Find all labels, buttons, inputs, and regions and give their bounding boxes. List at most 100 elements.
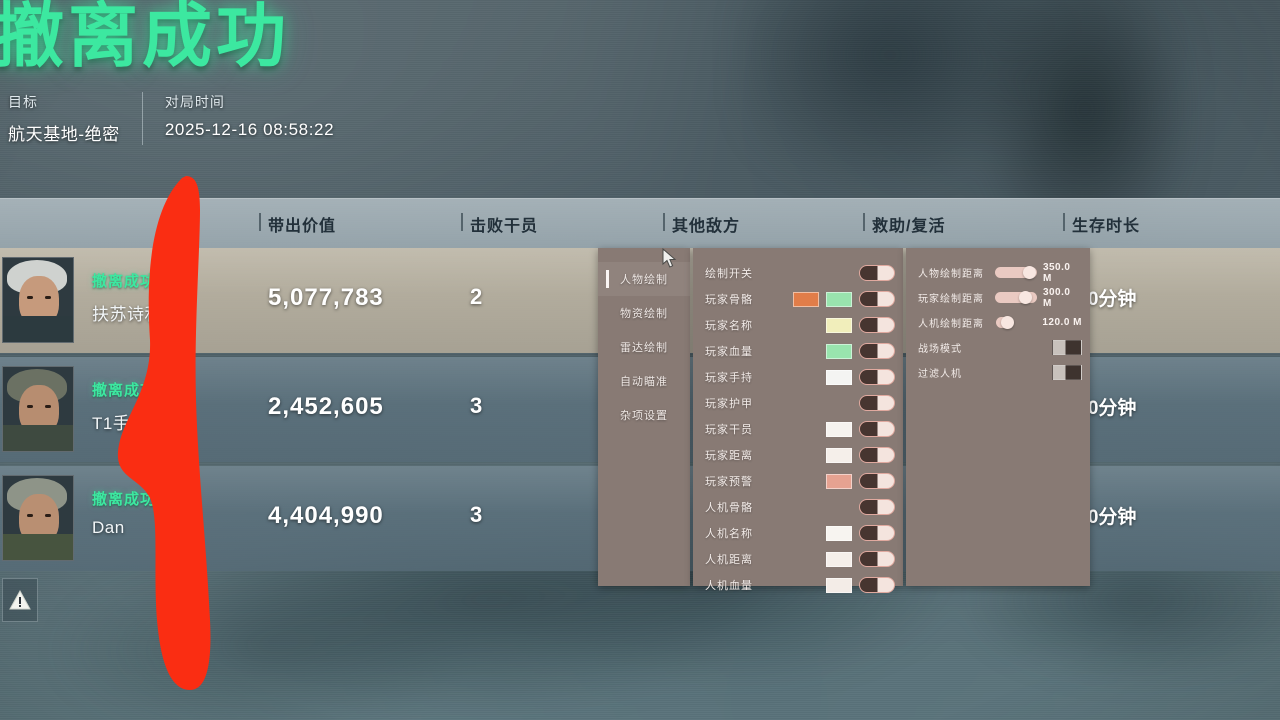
player-name: T1手把手 bbox=[92, 414, 166, 433]
setting-toggle[interactable] bbox=[859, 447, 895, 463]
setting-toggle[interactable] bbox=[859, 473, 895, 489]
player-name: 扶苏诗和 bbox=[92, 305, 162, 324]
setting-toggle[interactable] bbox=[859, 499, 895, 515]
warning-triangle-icon bbox=[9, 590, 31, 610]
column-header-other: 其他敌方 bbox=[662, 212, 740, 236]
setting-row[interactable]: 人机名称 bbox=[693, 520, 903, 546]
meta-divider bbox=[141, 92, 143, 145]
cell-operator-kills: 3 bbox=[470, 393, 483, 418]
overlay-distance-column[interactable]: 人物绘制距离 350.0 M 玩家绘制距离 300.0 M 人机绘制距离 120.0 M 战… bbox=[906, 248, 1090, 586]
distance-slider[interactable] bbox=[994, 266, 1037, 279]
status-badge: 撤离成功 bbox=[92, 382, 157, 399]
setting-row[interactable]: 玩家名称 bbox=[693, 312, 903, 338]
column-header-kills: 击败干员 bbox=[460, 212, 538, 236]
mode-switch-row[interactable]: 过滤人机 bbox=[906, 360, 1090, 385]
setting-row[interactable]: 绘制开关 bbox=[693, 260, 903, 286]
setting-label: 人机距离 bbox=[705, 554, 753, 566]
mode-switch-toggle[interactable] bbox=[1052, 365, 1082, 380]
setting-toggle[interactable] bbox=[859, 577, 895, 593]
column-header-revive: 救助/复活 bbox=[862, 212, 945, 236]
setting-label: 玩家骨骼 bbox=[705, 294, 753, 306]
distance-value: 300.0 M bbox=[1042, 286, 1071, 309]
result-title: 撤离成功 bbox=[0, 0, 290, 75]
color-swatch-secondary[interactable] bbox=[826, 291, 852, 307]
overlay-nav-item-4[interactable]: 杂项设置 bbox=[598, 398, 690, 432]
setting-row[interactable]: 玩家护甲 bbox=[693, 390, 903, 416]
color-swatch[interactable] bbox=[793, 291, 819, 307]
overlay-nav-item-0[interactable]: 人物绘制 bbox=[598, 262, 690, 296]
setting-toggle[interactable] bbox=[859, 291, 895, 307]
avatar bbox=[2, 366, 74, 452]
player-name: Dan bbox=[92, 518, 125, 537]
cell-extraction-value: 4,404,990 bbox=[268, 502, 384, 529]
overlay-cheat-panel[interactable]: 人物绘制物资绘制雷达绘制自动瞄准杂项设置 绘制开关玩家骨骼玩家名称 玩家血量玩家手… bbox=[598, 248, 1090, 593]
setting-row[interactable]: 玩家距离 bbox=[693, 442, 903, 468]
setting-label: 绘制开关 bbox=[705, 268, 753, 280]
cell-extraction-value: 5,077,783 bbox=[268, 284, 384, 311]
setting-label: 玩家距离 bbox=[705, 450, 753, 462]
distance-row[interactable]: 人物绘制距离 350.0 M bbox=[906, 260, 1090, 285]
overlay-nav-item-1[interactable]: 物资绘制 bbox=[598, 296, 690, 330]
overlay-settings-column[interactable]: 绘制开关玩家骨骼玩家名称 玩家血量玩家手持玩家护甲玩家干员玩家距离玩家预警 人机骨骼… bbox=[693, 248, 903, 593]
match-time-value: 2025-12-16 08:58:22 bbox=[164, 120, 335, 139]
setting-row[interactable]: 玩家血量 bbox=[693, 338, 903, 364]
overlay-nav-label: 杂项设置 bbox=[620, 410, 668, 422]
overlay-nav-item-2[interactable]: 雷达绘制 bbox=[598, 330, 690, 364]
cell-extraction-value: 2,452,605 bbox=[268, 393, 384, 420]
distance-label: 人机绘制距离 bbox=[918, 319, 984, 330]
cell-operator-kills: 2 bbox=[470, 284, 483, 309]
color-swatch[interactable] bbox=[826, 551, 852, 567]
status-badge: 撤离成功 bbox=[92, 273, 157, 290]
setting-label: 人机血量 bbox=[705, 580, 753, 592]
setting-toggle[interactable] bbox=[859, 421, 895, 437]
player-info: 撤离成功 T1手把手 bbox=[92, 379, 165, 434]
status-badge: 撤离成功 bbox=[92, 491, 157, 508]
objective-label: 目标 bbox=[8, 94, 38, 110]
color-swatch[interactable] bbox=[826, 473, 852, 489]
match-meta: 目标 航天基地-绝密 对局时间 2025-12-16 08:58:22 bbox=[8, 92, 356, 145]
setting-label: 人机名称 bbox=[705, 528, 753, 540]
color-swatch[interactable] bbox=[826, 317, 852, 333]
cell-operator-kills: 3 bbox=[470, 502, 483, 527]
setting-toggle[interactable] bbox=[859, 343, 895, 359]
setting-label: 玩家手持 bbox=[705, 372, 753, 384]
setting-row[interactable]: 玩家手持 bbox=[693, 364, 903, 390]
warning-badge[interactable] bbox=[2, 578, 38, 622]
distance-slider[interactable] bbox=[996, 316, 1014, 329]
color-swatch[interactable] bbox=[826, 369, 852, 385]
distance-label: 人物绘制距离 bbox=[918, 269, 984, 280]
setting-row[interactable]: 人机血量 bbox=[693, 572, 903, 598]
overlay-nav-column[interactable]: 人物绘制物资绘制雷达绘制自动瞄准杂项设置 bbox=[598, 248, 690, 586]
setting-row[interactable]: 玩家骨骼 bbox=[693, 286, 903, 312]
setting-row[interactable]: 玩家干员 bbox=[693, 416, 903, 442]
match-time-block: 对局时间 2025-12-16 08:58:22 bbox=[165, 92, 356, 140]
color-swatch[interactable] bbox=[826, 343, 852, 359]
color-swatch[interactable] bbox=[826, 577, 852, 593]
distance-row[interactable]: 人机绘制距离 120.0 M bbox=[906, 310, 1090, 335]
column-header-time: 生存时长 bbox=[1062, 212, 1140, 236]
color-swatch[interactable] bbox=[826, 421, 852, 437]
overlay-nav-label: 人物绘制 bbox=[620, 274, 668, 286]
distance-row[interactable]: 玩家绘制距离 300.0 M bbox=[906, 285, 1090, 310]
distance-slider[interactable] bbox=[994, 291, 1037, 304]
overlay-nav-label: 自动瞄准 bbox=[620, 376, 668, 388]
avatar bbox=[2, 475, 74, 561]
player-info: 撤离成功 Dan bbox=[92, 488, 156, 538]
mode-switch-label: 战场模式 bbox=[918, 344, 962, 355]
mode-switch-toggle[interactable] bbox=[1052, 340, 1082, 355]
setting-toggle[interactable] bbox=[859, 265, 895, 281]
setting-label: 玩家护甲 bbox=[705, 398, 753, 410]
setting-toggle[interactable] bbox=[859, 369, 895, 385]
overlay-nav-item-3[interactable]: 自动瞄准 bbox=[598, 364, 690, 398]
setting-toggle[interactable] bbox=[859, 551, 895, 567]
color-swatch[interactable] bbox=[826, 447, 852, 463]
overlay-nav-label: 雷达绘制 bbox=[620, 342, 668, 354]
mode-switch-row[interactable]: 战场模式 bbox=[906, 335, 1090, 360]
setting-row[interactable]: 人机距离 bbox=[693, 546, 903, 572]
setting-row[interactable]: 玩家预警 bbox=[693, 468, 903, 494]
setting-toggle[interactable] bbox=[859, 317, 895, 333]
setting-toggle[interactable] bbox=[859, 525, 895, 541]
setting-row[interactable]: 人机骨骼 bbox=[693, 494, 903, 520]
color-swatch[interactable] bbox=[826, 525, 852, 541]
setting-toggle[interactable] bbox=[859, 395, 895, 411]
